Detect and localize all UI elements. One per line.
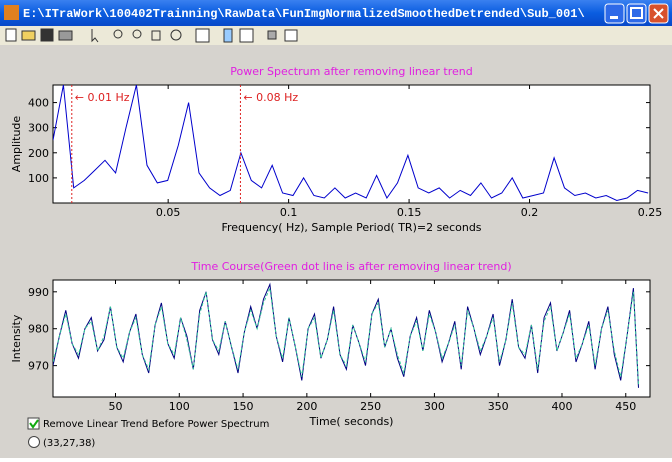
legend-icon[interactable] (239, 28, 254, 43)
radio-button[interactable] (28, 436, 40, 448)
zoom-in-icon[interactable] (113, 29, 123, 39)
chart-title: Time Course(Green dot line is after remo… (190, 260, 511, 273)
maximize-glyph (630, 7, 643, 19)
x-tick-label: 50 (109, 400, 123, 413)
y-tick-label: 980 (28, 323, 49, 336)
x-tick-label: 350 (488, 400, 509, 413)
new-icon[interactable] (5, 28, 17, 42)
radio-label: (33,27,38) (43, 438, 95, 449)
y-axis-label: Amplitude (10, 116, 23, 173)
close-glyph (653, 8, 664, 19)
rotate-icon[interactable] (170, 29, 182, 41)
x-tick-label: 450 (615, 400, 636, 413)
y-tick-label: 970 (28, 360, 49, 373)
series-line (53, 286, 639, 385)
plot-area (52, 279, 651, 398)
y-tick-label: 990 (28, 286, 49, 299)
window-title: E:\ITraWork\100402Trainning\RawData\FunI… (23, 7, 585, 21)
y-tick-label: 100 (28, 172, 49, 185)
pointer-icon[interactable] (91, 29, 99, 43)
x-tick-label: 0.1 (280, 206, 298, 219)
toolbar-icons (5, 28, 298, 43)
x-tick-label: 400 (551, 400, 572, 413)
plottools-show-icon[interactable] (284, 29, 298, 42)
window-buttons (604, 3, 669, 24)
toolbar (0, 26, 672, 45)
x-tick-label: 100 (169, 400, 190, 413)
y-tick-label: 200 (28, 147, 49, 160)
pan-icon[interactable] (151, 30, 161, 41)
x-tick-label: 200 (296, 400, 317, 413)
annotation: ← 0.08 Hz (243, 91, 298, 104)
x-tick-label: 0.05 (156, 206, 181, 219)
print-icon[interactable] (58, 30, 73, 41)
y-tick-label: 400 (28, 97, 49, 110)
x-tick-label: 0.15 (397, 206, 422, 219)
plot-area (52, 84, 651, 204)
zoom-out-icon[interactable] (132, 29, 142, 39)
minimize-glyph (610, 16, 618, 19)
plottools-hide-icon[interactable] (267, 30, 277, 40)
app-icon (4, 5, 19, 20)
x-axis-label: Time( seconds) (309, 415, 394, 428)
x-tick-label: 0.25 (638, 206, 663, 219)
checkbox[interactable] (27, 417, 40, 430)
x-tick-label: 150 (233, 400, 254, 413)
maximize-button[interactable] (626, 3, 647, 24)
minimize-button[interactable] (604, 3, 625, 24)
open-icon[interactable] (21, 30, 36, 41)
y-tick-label: 300 (28, 122, 49, 135)
title-bar (0, 0, 672, 26)
series-line (53, 282, 639, 388)
colorbar-icon[interactable] (223, 28, 233, 43)
chart-title: Power Spectrum after removing linear tre… (230, 65, 473, 78)
annotation: ← 0.01 Hz (75, 91, 130, 104)
x-tick-label: 250 (360, 400, 381, 413)
checkbox-label: Remove Linear Trend Before Power Spectru… (43, 419, 269, 430)
datacursor-icon[interactable] (195, 28, 210, 43)
x-tick-label: 300 (424, 400, 445, 413)
x-tick-label: 0.2 (521, 206, 539, 219)
checkbox-check (29, 419, 39, 429)
series-line (53, 85, 649, 202)
x-axis-label: Frequency( Hz), Sample Period( TR)=2 sec… (221, 221, 481, 234)
y-axis-label: Intensity (10, 314, 23, 362)
save-icon[interactable] (40, 28, 54, 42)
